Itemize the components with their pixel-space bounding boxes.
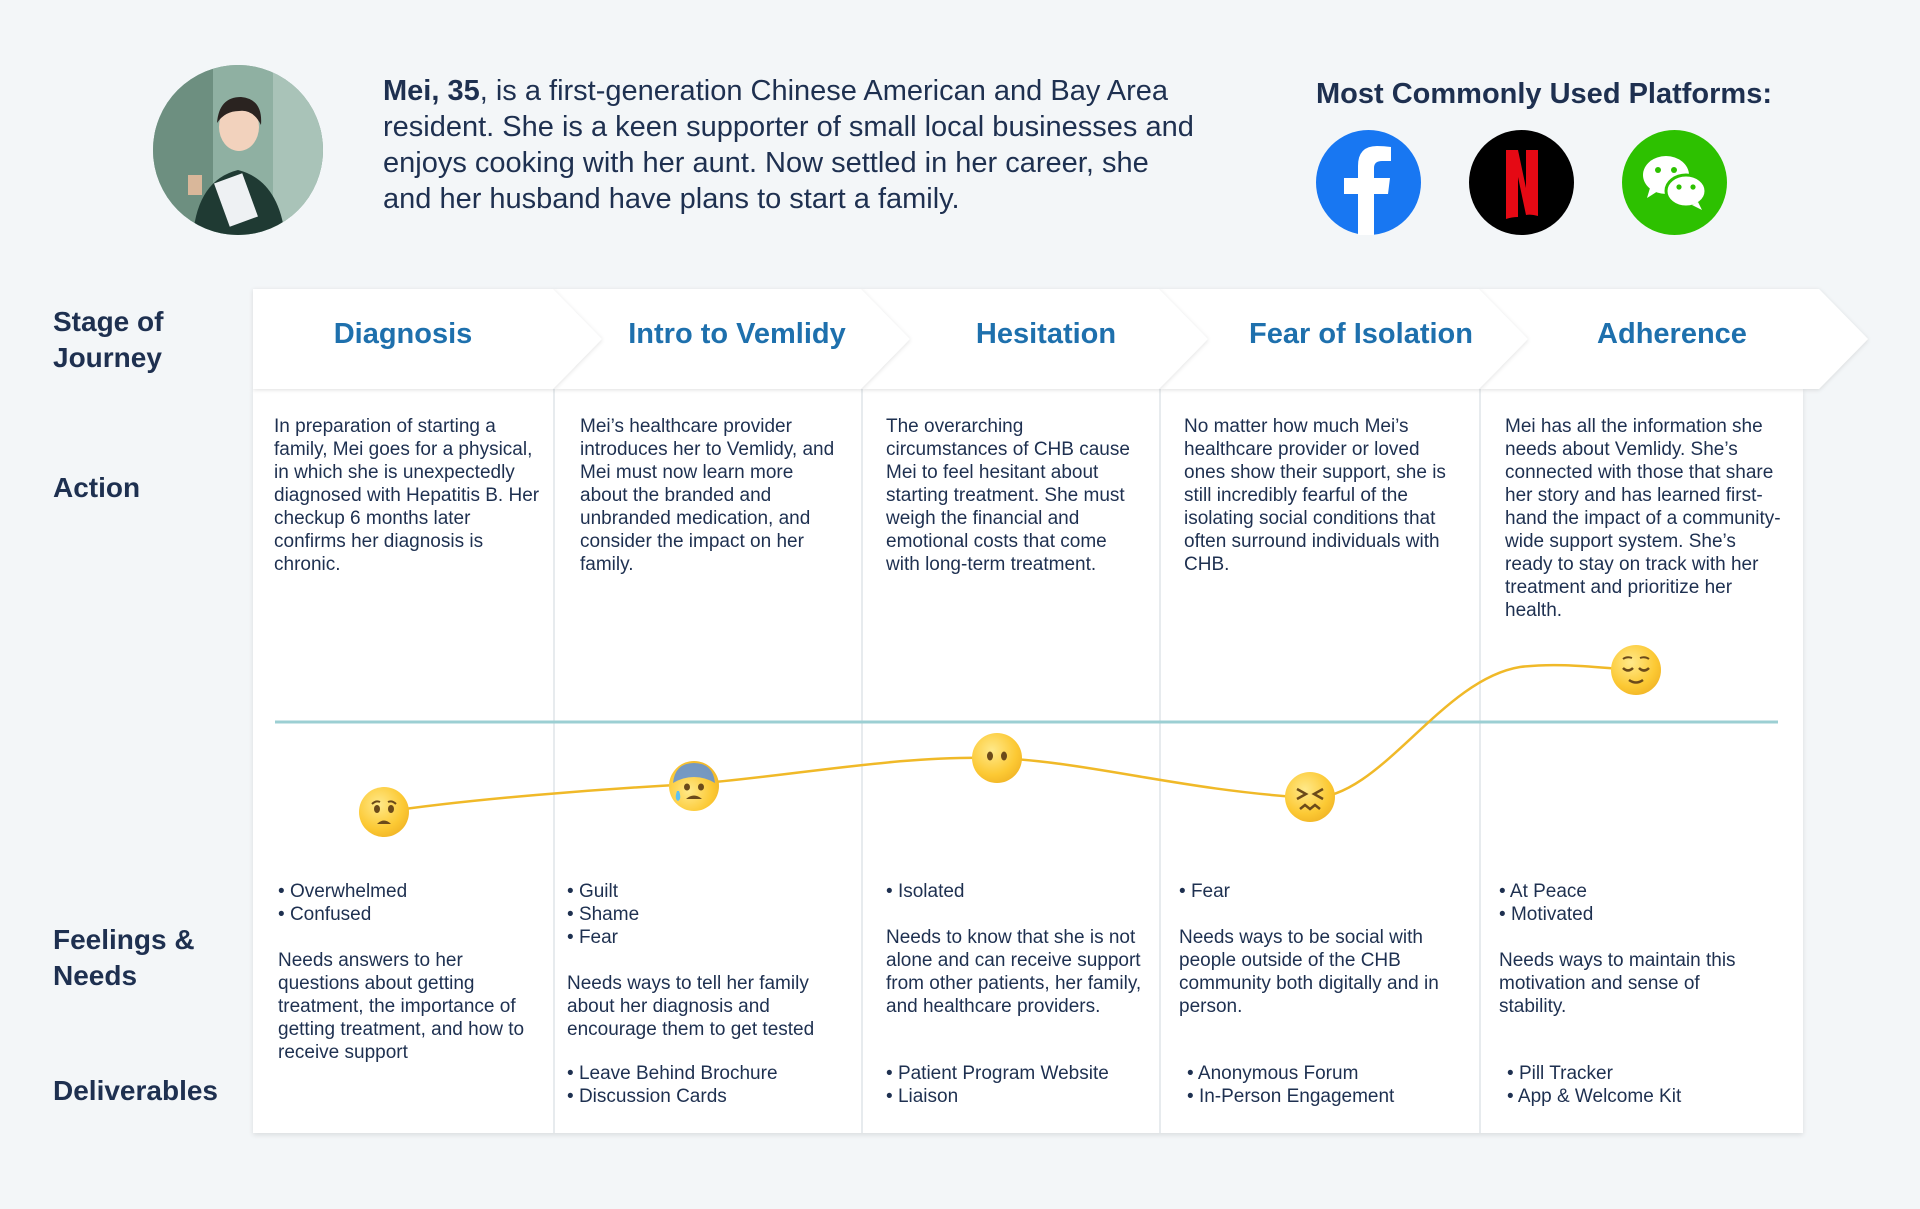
stage-title-intro: Intro to Vemlidy	[628, 318, 846, 350]
needs-text: Needs ways to be social with people outs…	[1179, 927, 1439, 1017]
emotion-curve	[383, 663, 1637, 814]
feeling-item: Shame	[567, 903, 837, 926]
row-label-stage: Stage of Journey	[53, 306, 164, 373]
feelings-list: At Peace Motivated	[1499, 880, 1769, 926]
needs-text: Needs ways to maintain this motivation a…	[1499, 950, 1736, 1017]
feeling-item: Fear	[567, 926, 837, 949]
deliverable-item: Anonymous Forum	[1187, 1062, 1457, 1085]
action-text: In preparation of starting a family, Mei…	[274, 416, 540, 575]
row-label-deliverables: Deliverables	[53, 1075, 218, 1106]
needs-text: Needs ways to tell her family about her …	[567, 973, 815, 1040]
platforms-title: Most Commonly Used Platforms:	[1316, 78, 1772, 110]
deliverables-hesitation: Patient Program Website Liaison	[886, 1062, 1156, 1108]
feelings-list: Fear	[1179, 880, 1469, 903]
stage-chevron-fear-of-isolation	[1159, 289, 1528, 389]
deliverable-item: App & Welcome Kit	[1507, 1085, 1777, 1108]
row-label-action: Action	[53, 472, 141, 503]
persona-name-age: Mei, 35	[383, 75, 480, 107]
feelings-needs-intro: Guilt Shame Fear Needs ways to tell her …	[567, 880, 837, 1041]
column-divider	[861, 388, 863, 1133]
feeling-item: Guilt	[567, 880, 837, 903]
feeling-item: Overwhelmed	[278, 880, 548, 903]
deliverables-adherence: Pill Tracker App & Welcome Kit	[1507, 1062, 1777, 1108]
persona-bio-text: , is a first-generation Chinese American…	[383, 75, 1194, 215]
feelings-needs-adherence: At Peace Motivated Needs ways to maintai…	[1499, 880, 1769, 1018]
needs-text: Needs answers to her questions about get…	[278, 950, 525, 1063]
feeling-item: At Peace	[1499, 880, 1769, 903]
action-text: Mei has all the information she needs ab…	[1505, 416, 1781, 621]
deliverable-item: Patient Program Website	[886, 1062, 1156, 1085]
stage-chevrons	[253, 289, 1868, 389]
column-divider	[1479, 388, 1481, 1133]
stage-title-fear-of-isolation: Fear of Isolation	[1249, 318, 1473, 350]
deliverables-intro: Leave Behind Brochure Discussion Cards	[567, 1062, 837, 1108]
relieved-face-icon	[1611, 645, 1661, 695]
deliverable-item: Leave Behind Brochure	[567, 1062, 837, 1085]
deliverable-item: Discussion Cards	[567, 1085, 837, 1108]
anxious-face-with-sweat-icon	[669, 761, 719, 811]
stage-chevron-hesitation	[861, 289, 1208, 389]
action-text: The overarching circumstances of CHB cau…	[886, 416, 1130, 575]
feeling-item: Isolated	[886, 880, 1146, 903]
stage-title-adherence: Adherence	[1597, 318, 1747, 350]
feelings-list: Overwhelmed Confused	[278, 880, 548, 926]
deliverable-item: In-Person Engagement	[1187, 1085, 1457, 1108]
needs-text: Needs to know that she is not alone and …	[886, 927, 1142, 1017]
column-divider	[1159, 388, 1161, 1133]
action-text: Mei’s healthcare provider introduces her…	[580, 416, 835, 575]
feeling-item: Motivated	[1499, 903, 1769, 926]
deliverable-item: Liaison	[886, 1085, 1156, 1108]
deliverable-item: Pill Tracker	[1507, 1062, 1777, 1085]
persona-bio: Mei, 35, is a first-generation Chinese A…	[383, 73, 1203, 217]
feelings-list: Isolated	[886, 880, 1146, 903]
action-text: No matter how much Mei’s healthcare prov…	[1184, 416, 1446, 575]
feelings-needs-hesitation: Isolated Needs to know that she is not a…	[886, 880, 1146, 1018]
column-divider	[553, 388, 555, 1133]
stage-chevron-diagnosis	[253, 289, 602, 389]
stage-title-diagnosis: Diagnosis	[333, 318, 473, 350]
confounded-face-icon	[1285, 772, 1335, 822]
netflix-icon	[1469, 130, 1574, 235]
worried-face-icon	[359, 787, 409, 837]
wechat-icon	[1622, 130, 1727, 235]
face-without-mouth-icon	[972, 733, 1022, 783]
stage-chevron-intro	[553, 289, 910, 389]
facebook-icon	[1316, 130, 1421, 235]
feeling-item: Fear	[1179, 880, 1469, 903]
row-label-feelings: Feelings & Needs	[53, 924, 195, 991]
stage-title-hesitation: Hesitation	[975, 318, 1117, 350]
feelings-needs-fear: Fear Needs ways to be social with people…	[1179, 880, 1469, 1018]
feelings-needs-diagnosis: Overwhelmed Confused Needs answers to he…	[278, 880, 548, 1064]
deliverables-fear: Anonymous Forum In-Person Engagement	[1187, 1062, 1457, 1108]
feeling-item: Confused	[278, 903, 548, 926]
feelings-list: Guilt Shame Fear	[567, 880, 837, 949]
stage-chevron-adherence	[1479, 289, 1868, 389]
